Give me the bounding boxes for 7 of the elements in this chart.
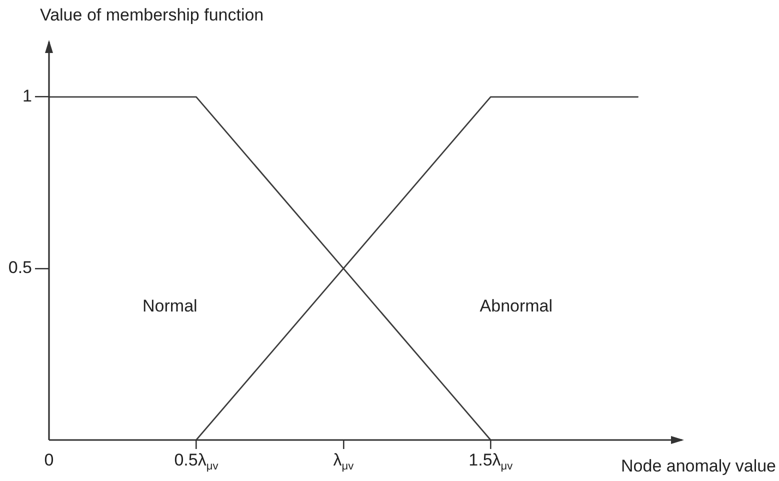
y-axis-title: Value of membership function bbox=[40, 6, 264, 25]
x-tick-label: 0 bbox=[44, 450, 54, 470]
x-axis-title: Node anomaly value bbox=[621, 456, 776, 476]
y-tick-label: 1 bbox=[22, 86, 32, 106]
y-tick-label: 0.5 bbox=[8, 258, 32, 278]
annotation: Abnormal bbox=[480, 296, 553, 316]
annotation: Normal bbox=[142, 296, 198, 316]
